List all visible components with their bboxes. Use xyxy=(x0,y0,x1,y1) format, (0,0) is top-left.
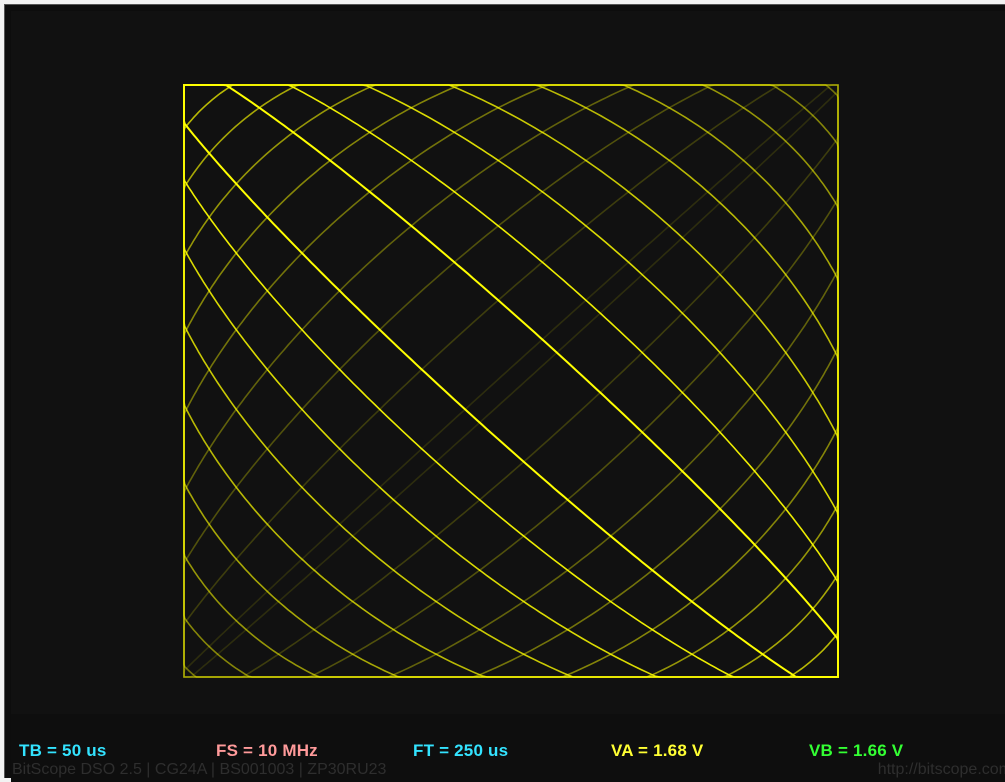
website-link[interactable]: http://bitscope.com xyxy=(877,761,1005,778)
status-bar: TB = 50 us FS = 10 MHz FT = 250 us VA = … xyxy=(11,714,1005,782)
trace-sweep xyxy=(183,84,839,678)
trace-sweep xyxy=(183,84,839,678)
channel-b-voltage-readout: VB = 1.66 V xyxy=(809,741,904,760)
trace-sweep xyxy=(183,84,839,678)
trace-sweep xyxy=(183,84,839,678)
trace-sweep xyxy=(183,84,839,678)
trace-sweep xyxy=(183,84,839,678)
trace-sweep xyxy=(183,84,839,678)
trace-sweep xyxy=(183,84,839,678)
timebase-readout: TB = 50 us xyxy=(19,741,107,760)
xy-trace-plot xyxy=(183,84,839,678)
trace-sweep xyxy=(183,84,839,678)
frame-time-readout: FT = 250 us xyxy=(413,741,509,760)
trace-sweep xyxy=(183,84,839,678)
device-info-text: BitScope DSO 2.5 | CG24A | BS001003 | ZP… xyxy=(12,761,387,778)
xy-display xyxy=(11,11,1005,714)
sample-frequency-readout: FS = 10 MHz xyxy=(216,741,318,760)
scope-window: TB = 50 us FS = 10 MHz FT = 250 us VA = … xyxy=(4,4,1005,782)
trace-sweep xyxy=(183,84,839,678)
trace-sweep xyxy=(183,84,839,678)
channel-a-voltage-readout: VA = 1.68 V xyxy=(611,741,704,760)
trace-sweep xyxy=(183,84,839,678)
